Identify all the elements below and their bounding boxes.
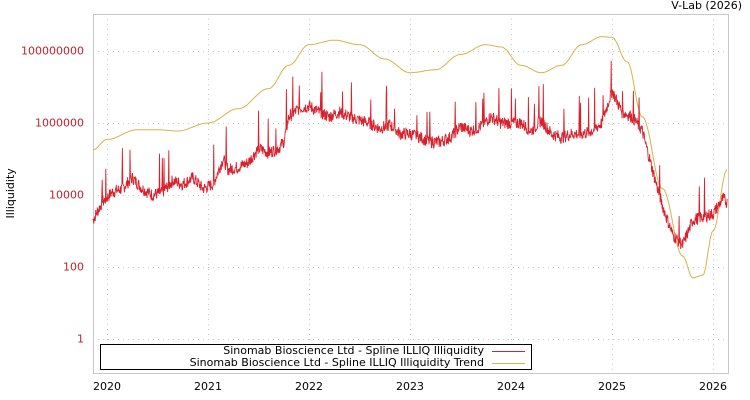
x-tick-label: 2023 — [396, 380, 424, 393]
legend-item-illiquidity: Sinomab Bioscience Ltd - Spline ILLIQ Il… — [223, 345, 525, 357]
y-tick-label: 100 — [63, 260, 84, 274]
trend-line — [92, 36, 728, 279]
legend-swatch-gold — [492, 362, 525, 364]
y-tick-label: 10000 — [49, 188, 84, 202]
y-tick-label: 100000000 — [21, 44, 84, 58]
legend: Sinomab Bioscience Ltd - Spline ILLIQ Il… — [100, 344, 532, 370]
legend-label: Sinomab Bioscience Ltd - Spline ILLIQ Il… — [223, 344, 484, 357]
x-tick-label: 2024 — [497, 380, 525, 393]
x-tick-label: 2022 — [295, 380, 323, 393]
illiquidity-line — [92, 60, 728, 250]
gridlines — [93, 14, 728, 373]
x-tick-label: 2026 — [699, 380, 727, 393]
chart-credit: V-Lab (2026) — [671, 0, 742, 12]
x-tick-label: 2020 — [93, 380, 121, 393]
x-tick-label: 2021 — [194, 380, 222, 393]
y-tick-label: 1000000 — [35, 116, 84, 130]
y-tick-label: 1 — [77, 332, 84, 346]
x-tick-label: 2025 — [598, 380, 626, 393]
legend-label: Sinomab Bioscience Ltd - Spline ILLIQ Il… — [189, 356, 484, 369]
legend-item-trend: Sinomab Bioscience Ltd - Spline ILLIQ Il… — [190, 357, 525, 369]
legend-swatch-red — [492, 350, 525, 352]
